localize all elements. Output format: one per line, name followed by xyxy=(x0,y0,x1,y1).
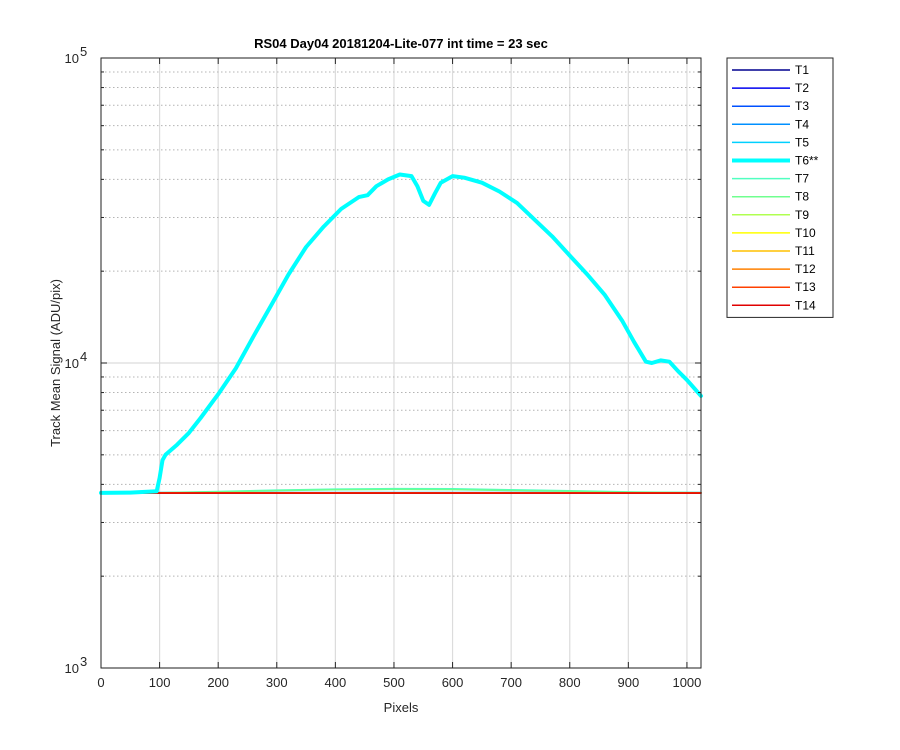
y-tick-label: 10 4 xyxy=(65,349,88,371)
legend: T1 T2 T3 T4 T5 T6** T7 T8 T9 T10 T11 T12 T13 T14 xyxy=(726,57,834,318)
legend-item: T13 xyxy=(732,280,816,294)
legend-item: T4 xyxy=(732,117,809,131)
legend-item: T8 xyxy=(732,190,809,204)
legend-item: T12 xyxy=(732,262,816,276)
legend-item: T6** xyxy=(732,154,819,168)
legend-item: T2 xyxy=(732,81,809,95)
y-tick-label: 10 3 xyxy=(65,654,88,676)
legend-label: T10 xyxy=(795,226,816,240)
legend-label: T6** xyxy=(795,154,819,168)
series-line-T6 xyxy=(99,172,703,495)
y-tick-label-exponent: 4 xyxy=(80,349,87,364)
y-tick-label-exponent: 3 xyxy=(80,654,87,669)
legend-label: T14 xyxy=(795,298,816,312)
legend-item: T14 xyxy=(732,298,816,312)
x-tick-label: 0 xyxy=(97,675,104,690)
legend-item: T1 xyxy=(732,63,809,77)
series-layer xyxy=(99,172,703,495)
x-tick-label: 500 xyxy=(383,675,405,690)
x-tick-label: 800 xyxy=(559,675,581,690)
legend-label: T1 xyxy=(795,63,809,77)
x-axis-label: Pixels xyxy=(384,700,419,715)
legend-item: T11 xyxy=(732,244,815,258)
legend-item: T7 xyxy=(732,172,809,186)
x-tick-label: 200 xyxy=(207,675,229,690)
legend-label: T8 xyxy=(795,190,809,204)
x-tick-label: 300 xyxy=(266,675,288,690)
legend-label: T9 xyxy=(795,208,809,222)
x-tick-label: 400 xyxy=(325,675,347,690)
x-tick-label: 700 xyxy=(500,675,522,690)
legend-box xyxy=(726,57,834,318)
legend-label: T4 xyxy=(795,117,809,131)
legend-item: T10 xyxy=(732,226,816,240)
legend-item: T9 xyxy=(732,208,809,222)
grid-layer xyxy=(100,57,701,669)
y-tick-label-base: 10 xyxy=(65,356,79,371)
x-tick-label: 900 xyxy=(617,675,639,690)
legend-item: T5 xyxy=(732,135,809,149)
legend-label: T3 xyxy=(795,99,809,113)
legend-label: T13 xyxy=(795,280,816,294)
y-tick-label-base: 10 xyxy=(65,51,79,66)
legend-label: T11 xyxy=(795,244,815,258)
x-tick-label: 600 xyxy=(442,675,464,690)
y-tick-label-exponent: 5 xyxy=(80,44,87,59)
y-axis-label: Track Mean Signal (ADU/pix) xyxy=(48,279,63,447)
legend-label: T7 xyxy=(795,172,809,186)
x-tick-label: 1000 xyxy=(672,675,701,690)
legend-item: T3 xyxy=(732,99,809,113)
chart-title: RS04 Day04 20181204-Lite-077 int time = … xyxy=(254,36,548,51)
legend-label: T5 xyxy=(795,135,809,149)
legend-label: T2 xyxy=(795,81,809,95)
y-tick-label-base: 10 xyxy=(65,661,79,676)
y-tick-label: 10 5 xyxy=(65,44,88,66)
legend-label: T12 xyxy=(795,262,816,276)
x-tick-label: 100 xyxy=(149,675,171,690)
